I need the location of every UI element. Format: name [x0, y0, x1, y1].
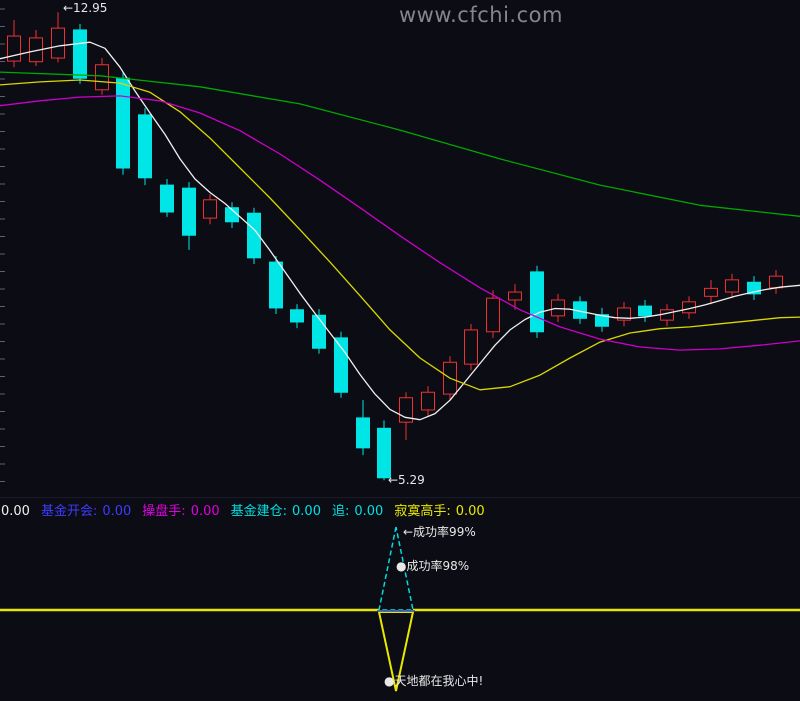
candle-down[interactable] [269, 255, 283, 315]
candle-up[interactable] [203, 194, 217, 225]
indicator-label-value: 0.00 [190, 504, 220, 519]
candle-down[interactable] [530, 265, 544, 338]
candlestick-chart[interactable] [0, 0, 800, 490]
indicator-left-value: 0.00 [1, 504, 30, 519]
indicator-label-item: 寂寞高手: 0.00 [394, 504, 484, 519]
candle-down[interactable] [160, 179, 174, 217]
ma-long-magenta-line [0, 95, 800, 351]
candle-up[interactable] [769, 270, 783, 294]
ma-mid-yellow-line [0, 79, 800, 391]
signal-annotation: ●天地都在我心中! [384, 674, 484, 688]
indicator-label-text: 基金建仓: [230, 504, 288, 519]
price-annotation: ←5.29 [388, 473, 425, 487]
candle-down[interactable] [312, 309, 326, 354]
candle-down[interactable] [73, 23, 87, 84]
signal-annotation: ●成功率98% [396, 559, 470, 573]
signal-annotation: ←成功率99% [403, 525, 476, 539]
candle-down[interactable] [290, 304, 304, 329]
watermark-text: www.cfchi.com [399, 3, 563, 27]
candle-down[interactable] [377, 420, 391, 481]
indicator-label-text: 操盘手: [142, 504, 186, 519]
candle-up[interactable] [617, 301, 631, 327]
candle-down[interactable] [225, 202, 239, 228]
candle-down[interactable] [116, 72, 130, 175]
candles-group [7, 12, 783, 481]
candle-down[interactable] [747, 276, 761, 300]
indicator-label-item: 追: 0.00 [332, 504, 383, 519]
signal-lower-triangle [377, 611, 415, 692]
candle-up[interactable] [725, 273, 739, 299]
candle-down[interactable] [356, 400, 370, 456]
candle-up[interactable] [7, 20, 21, 68]
candle-up[interactable] [29, 29, 43, 66]
candle-down[interactable] [247, 207, 261, 264]
candle-down[interactable] [182, 182, 196, 250]
ma-short-white-line [0, 41, 800, 421]
signal-upper-triangle [378, 526, 414, 611]
price-annotation: ←12.95 [63, 1, 108, 15]
indicator-label-item: 基金开会: 0.00 [41, 504, 131, 519]
ma-longest-green-line [0, 71, 800, 217]
candle-up[interactable] [508, 284, 522, 310]
indicator-label-text: 追: [331, 504, 350, 519]
candle-up[interactable] [704, 279, 718, 305]
candle-up[interactable] [51, 12, 65, 63]
candle-up[interactable] [464, 323, 478, 371]
indicator-label-value: 0.00 [354, 504, 384, 519]
indicator-label-value: 0.00 [455, 504, 485, 519]
candle-up[interactable] [421, 386, 435, 417]
indicator-label-text: 寂寞高手: [394, 504, 451, 519]
indicator-label-text: 基金开会: [40, 504, 98, 519]
indicator-label-item: 基金建仓: 0.00 [231, 504, 321, 519]
panel-divider [0, 497, 800, 498]
candle-up[interactable] [660, 304, 674, 327]
candle-down[interactable] [595, 307, 609, 332]
candle-up[interactable] [486, 290, 500, 338]
indicator-label-item: 操盘手: 0.00 [142, 504, 219, 519]
indicator-label-value: 0.00 [102, 504, 132, 519]
candle-down[interactable] [638, 299, 652, 322]
indicator-signal-graphics[interactable] [0, 490, 800, 701]
indicator-label-value: 0.00 [292, 504, 321, 519]
candle-down[interactable] [138, 108, 152, 186]
indicator-labels-row: 0.00 基金开会: 0.00 操盘手: 0.00 基金建仓: 0.00 追: 0.00 寂寞高手… [1, 504, 485, 519]
candle-up[interactable] [551, 293, 565, 322]
